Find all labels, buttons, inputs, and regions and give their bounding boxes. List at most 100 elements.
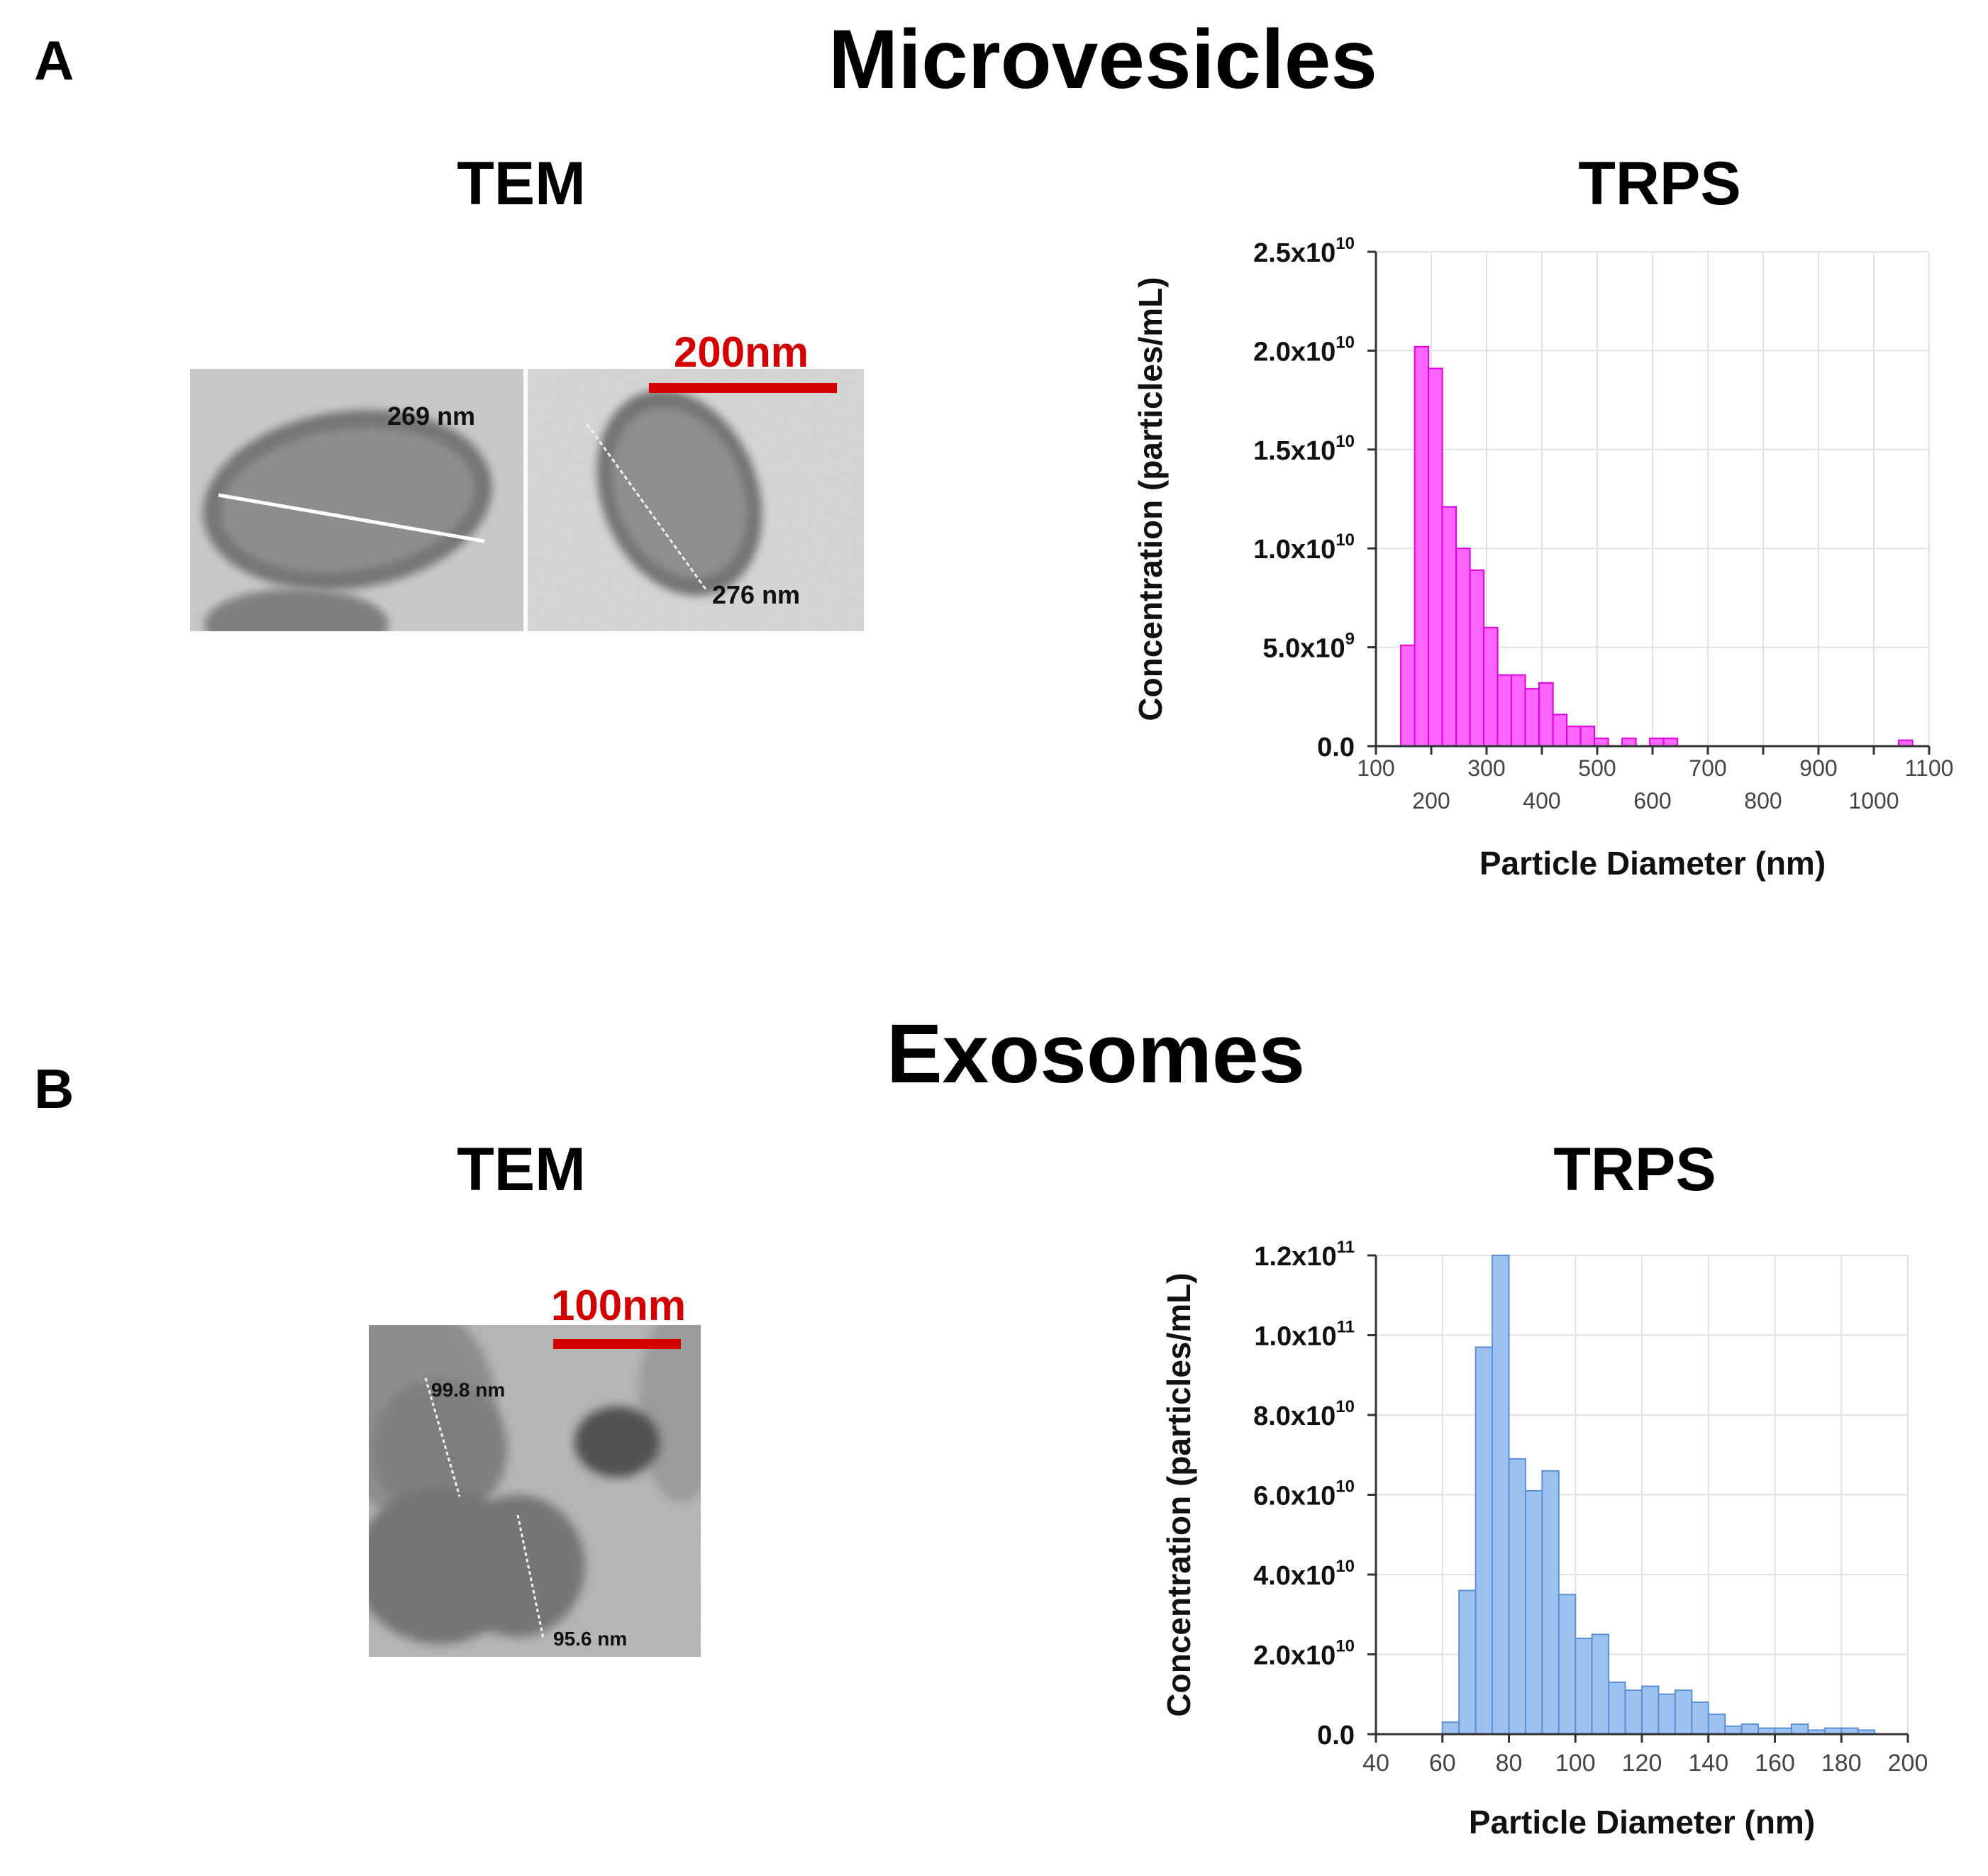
- y-tick-label-mantissa: 1.2x10: [1254, 1242, 1336, 1272]
- y-tick-label: 2.0x1010: [1253, 333, 1355, 367]
- histogram-bar: [1400, 644, 1416, 748]
- tem-b-measurement-2: 95.6 nm: [553, 1628, 628, 1650]
- histogram-bar: [1511, 674, 1526, 748]
- histogram-bar: [1790, 1723, 1809, 1735]
- y-tick-label-exponent: 10: [1335, 531, 1355, 550]
- y-tick-label-mantissa: 6.0x10: [1253, 1482, 1335, 1511]
- y-tick-label-exponent: 10: [1335, 1397, 1355, 1416]
- y-tick-label-exponent: 10: [1335, 1637, 1355, 1656]
- histogram-bar: [1492, 1255, 1510, 1735]
- measure-line-b1: [424, 1377, 461, 1497]
- y-tick-label-exponent: 11: [1337, 1238, 1355, 1257]
- y-tick-label: 1.0x1011: [1254, 1318, 1355, 1352]
- histogram-bar: [1724, 1725, 1743, 1735]
- histogram-bar: [1621, 737, 1637, 748]
- x-tick-label: 900: [1799, 755, 1837, 781]
- y-tick-label: 8.0x1010: [1253, 1397, 1355, 1431]
- histogram-bar: [1740, 1723, 1760, 1735]
- y-tick-label-mantissa: 2.0x10: [1253, 337, 1335, 367]
- tem-a-scale-label: 200nm: [674, 328, 809, 376]
- histogram-bar: [1458, 1589, 1477, 1735]
- histogram-bar: [1579, 726, 1596, 747]
- y-tick-label-mantissa: 2.0x10: [1253, 1641, 1335, 1671]
- x-tick-label: 200: [1888, 1750, 1928, 1777]
- tem-micrograph-b: [326, 1304, 723, 1657]
- x-tick-label: 100: [1357, 755, 1394, 781]
- panel-a-tem-title: TEM: [457, 150, 586, 218]
- measure-line-a2: [586, 423, 708, 591]
- x-tick-label: 80: [1496, 1750, 1523, 1777]
- y-tick-label-exponent: 10: [1335, 333, 1355, 352]
- chart-a: 0.0 5.0x109 1.0x1010 1.5x1010 2.0x1010 2.5x10…: [1121, 220, 1972, 915]
- histogram-bar: [1591, 1633, 1610, 1735]
- histogram-bar: [1657, 1693, 1676, 1735]
- x-tick-label: 800: [1744, 788, 1782, 814]
- panel-b-title: Exosomes: [886, 1007, 1306, 1101]
- x-tick-label: 400: [1523, 788, 1560, 814]
- histogram-bar: [1641, 1685, 1660, 1735]
- panel-b-trps-title: TRPS: [1553, 1136, 1716, 1204]
- x-axis-title: Particle Diameter (nm): [1479, 845, 1826, 882]
- y-tick-label: 0.0: [1317, 1721, 1355, 1750]
- chart-b-svg: 0.02.0x10104.0x10106.0x10108.0x10101.0x1…: [1160, 1238, 1928, 1841]
- histogram-bar: [1674, 1689, 1693, 1735]
- histogram-bar: [1414, 345, 1430, 748]
- y-tick-label: 6.0x1010: [1253, 1477, 1355, 1511]
- y-tick-label-exponent: 9: [1345, 630, 1355, 649]
- histogram-bar: [1707, 1713, 1726, 1735]
- histogram-bar: [1469, 569, 1485, 748]
- y-tick-label-mantissa: 2.5x10: [1253, 238, 1335, 268]
- histogram-bar: [1649, 737, 1665, 748]
- y-tick-label-exponent: 10: [1335, 1477, 1355, 1497]
- x-tick-label: 500: [1578, 755, 1616, 781]
- histogram-bar: [1538, 682, 1554, 747]
- x-axis-title: Particle Diameter (nm): [1469, 1804, 1815, 1841]
- y-tick-label-mantissa: 8.0x10: [1253, 1402, 1335, 1431]
- x-tick-label: 1000: [1848, 788, 1899, 814]
- y-tick-label: 2.0x1010: [1253, 1637, 1355, 1671]
- tem-b-measurement-1: 99.8 nm: [431, 1379, 506, 1401]
- y-tick-label: 4.0x1010: [1253, 1557, 1355, 1591]
- histogram-bar: [1524, 1489, 1543, 1735]
- panel-b-letter: B: [34, 1058, 74, 1120]
- y-tick-label-mantissa: 1.0x10: [1253, 535, 1335, 565]
- x-tick-label: 140: [1688, 1750, 1728, 1777]
- y-axis-title: Concentration (particles/mL): [1132, 277, 1169, 721]
- y-tick-label-exponent: 11: [1337, 1318, 1355, 1337]
- y-tick-label-mantissa: 1.5x10: [1253, 436, 1335, 466]
- panel-a-trps-title: TRPS: [1578, 150, 1741, 218]
- histogram-bar: [1441, 506, 1457, 747]
- tem-a-measurement-2: 276 nm: [712, 580, 801, 609]
- histogram-bar: [1483, 626, 1499, 747]
- measure-line-b2: [516, 1514, 545, 1639]
- y-tick-label-mantissa: 4.0x10: [1253, 1561, 1335, 1591]
- histogram-bar: [1475, 1346, 1494, 1735]
- panel-a-letter: A: [34, 29, 74, 91]
- histogram-bar: [1496, 674, 1513, 748]
- histogram-bar: [1455, 548, 1471, 747]
- histogram-bar: [1552, 714, 1568, 748]
- panel-a-title: Microvesicles: [828, 13, 1378, 106]
- x-tick-label: 120: [1622, 1750, 1662, 1777]
- y-tick-label-mantissa: 5.0x10: [1262, 634, 1345, 664]
- histogram-bar: [1575, 1638, 1593, 1735]
- x-tick-label: 700: [1689, 755, 1726, 781]
- tem-a-measurement-1: 269 nm: [387, 401, 476, 431]
- x-tick-label: 160: [1755, 1750, 1795, 1777]
- y-tick-label-exponent: 10: [1335, 432, 1355, 451]
- y-tick-label-exponent: 10: [1335, 234, 1355, 253]
- y-tick-label: 1.2x1011: [1254, 1238, 1355, 1272]
- histogram-bar: [1566, 726, 1582, 747]
- histogram-bar: [1691, 1702, 1709, 1735]
- histogram-bar: [1541, 1470, 1560, 1735]
- x-tick-label: 40: [1362, 1750, 1389, 1777]
- chart-a-svg: 0.05.0x1091.0x10101.5x10102.0x10102.5x10…: [1132, 234, 1954, 882]
- measure-line-a1: [218, 493, 485, 543]
- x-tick-label: 1100: [1905, 755, 1954, 781]
- y-tick-label: 0.0: [1317, 733, 1355, 762]
- y-tick-label-mantissa: 0.0: [1317, 1721, 1355, 1750]
- y-tick-label: 1.0x1010: [1253, 531, 1355, 565]
- x-tick-label: 180: [1821, 1750, 1862, 1777]
- histogram-bar: [1508, 1458, 1526, 1735]
- y-axis-title: Concentration (particles/mL): [1160, 1272, 1197, 1716]
